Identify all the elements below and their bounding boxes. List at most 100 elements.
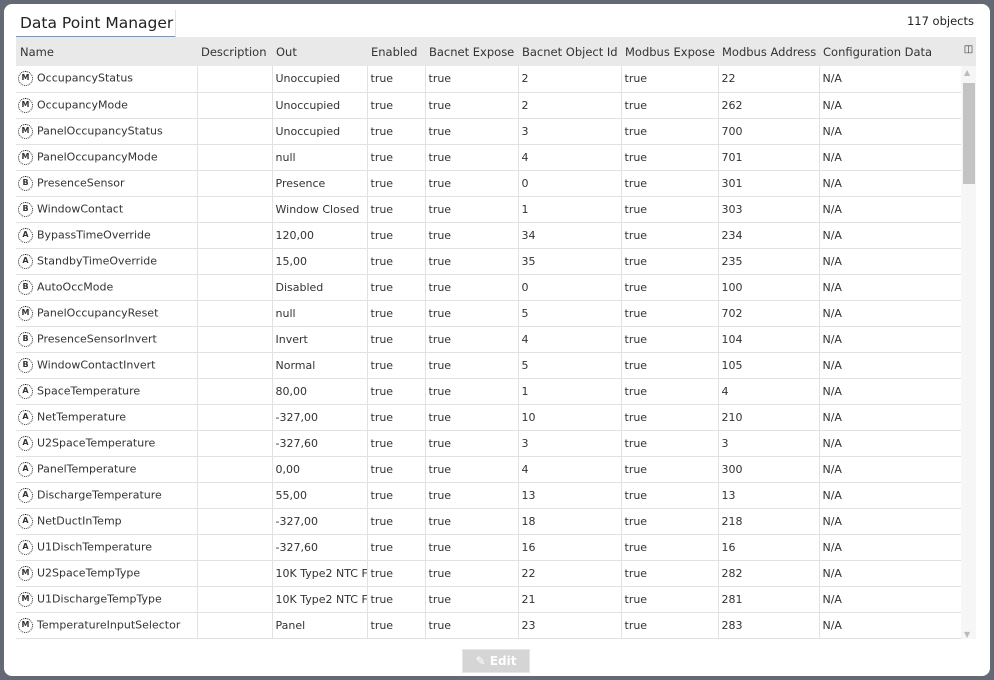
cell-name: B AutoOccMode (16, 274, 198, 301)
table-row[interactable]: A U2SpaceTemperature -327,60 true true 3 true 3… (16, 430, 961, 457)
table-row[interactable]: M TemperatureInputSelector Panel true true 23… (16, 612, 961, 639)
cell-name: A SpaceTemperature (16, 378, 198, 405)
cell-bacnet-expose: true (425, 222, 519, 249)
cell-enabled: true (367, 222, 426, 249)
table-row[interactable]: A StandbyTimeOverride 15,00 true true 35 true 2… (16, 248, 961, 275)
table-row[interactable]: B PresenceSensorInvert Invert true true 4 true… (16, 326, 961, 353)
scroll-down-icon[interactable]: ▼ (964, 630, 971, 639)
vertical-scrollbar[interactable]: ▲ ▼ (961, 66, 976, 639)
cell-bacnet-object-id: 3 (518, 118, 622, 145)
cell-modbus-address: 283 (718, 612, 820, 639)
cell-out: 10K Type2 NTC F (272, 586, 368, 613)
table-row[interactable]: A DischargeTemperature 55,00 true true 13 true… (16, 482, 961, 509)
cell-bacnet-object-id: 5 (518, 352, 622, 379)
cell-modbus-expose: true (621, 378, 719, 405)
cell-modbus-expose: true (621, 430, 719, 457)
cell-description (197, 170, 273, 197)
scrollbar-thumb[interactable] (963, 83, 975, 184)
table-row[interactable]: M OccupancyStatus Unoccupied true true 2 true 2… (16, 66, 961, 93)
cell-description (197, 612, 273, 639)
cell-bacnet-expose: true (425, 92, 519, 119)
table-row[interactable]: M PanelOccupancyStatus Unoccupied true true 3… (16, 118, 961, 145)
table-row[interactable]: M OccupancyMode Unoccupied true true 2 true 262… (16, 92, 961, 119)
point-type-icon: B (18, 331, 33, 347)
table-row[interactable]: A NetTemperature -327,00 true true 10 true 210 N… (16, 404, 961, 431)
cell-modbus-expose: true (621, 560, 719, 587)
point-type-icon: A (18, 461, 33, 477)
table-row[interactable]: B WindowContactInvert Normal true true 5 true 1… (16, 352, 961, 379)
cell-out: null (272, 300, 368, 327)
cell-bacnet-object-id: 35 (518, 248, 622, 275)
point-name: U1DischTemperature (37, 540, 153, 553)
column-header[interactable]: Out (272, 38, 367, 66)
cell-modbus-address: 13 (718, 482, 820, 509)
table-row[interactable]: B WindowContact Window Closed true true 1 true… (16, 196, 961, 223)
cell-enabled: true (367, 430, 426, 457)
cell-name: M U1DischargeTempType (16, 586, 198, 613)
point-type-icon: M (18, 71, 33, 87)
cell-bacnet-expose: true (425, 144, 519, 171)
cell-name: M OccupancyStatus (16, 66, 198, 93)
cell-bacnet-expose: true (425, 508, 519, 535)
cell-description (197, 352, 273, 379)
column-header[interactable]: Modbus Address (718, 38, 819, 66)
cell-name: M OccupancyMode (16, 92, 198, 119)
column-header[interactable]: Bacnet Object Id (518, 38, 621, 66)
cell-modbus-expose: true (621, 534, 719, 561)
column-header[interactable]: Name (16, 38, 197, 66)
edit-button[interactable]: ✎ Edit (462, 649, 530, 673)
edit-label: Edit (489, 654, 517, 668)
cell-enabled: true (367, 326, 426, 353)
cell-modbus-expose: true (621, 222, 719, 249)
cell-bacnet-expose: true (425, 66, 519, 93)
cell-configuration-data: N/A (819, 274, 961, 301)
table-row[interactable]: A U1DischTemperature -327,60 true true 16 true… (16, 534, 961, 561)
table-row[interactable]: M PanelOccupancyReset null true true 5 true 702… (16, 300, 961, 327)
point-type-icon: A (18, 383, 33, 399)
point-name: U2SpaceTempType (37, 566, 141, 579)
cell-name: B WindowContact (16, 196, 198, 223)
table-row[interactable]: B PresenceSensor Presence true true 0 true 301 N… (16, 170, 961, 197)
cell-bacnet-object-id: 1 (518, 196, 622, 223)
cell-modbus-address: 22 (718, 66, 820, 93)
cell-out: 55,00 (272, 482, 368, 509)
point-type-icon: A (18, 487, 33, 503)
column-header[interactable]: Configuration Data (819, 38, 961, 66)
table-row[interactable]: A BypassTimeOverride 120,00 true true 34 true 2… (16, 222, 961, 249)
cell-out: Unoccupied (272, 118, 368, 145)
table-row[interactable]: B AutoOccMode Disabled true true 0 true 100 N/A (16, 274, 961, 301)
cell-modbus-address: 104 (718, 326, 820, 353)
cell-configuration-data: N/A (819, 66, 961, 93)
table-row[interactable]: M PanelOccupancyMode null true true 4 true 701 N… (16, 144, 961, 171)
cell-enabled: true (367, 144, 426, 171)
scroll-up-icon[interactable]: ▲ (964, 68, 971, 77)
table-row[interactable]: A NetDuctInTemp -327,00 true true 18 true 218 N/… (16, 508, 961, 535)
column-header[interactable]: Description (197, 38, 272, 66)
point-name: NetTemperature (37, 410, 126, 423)
column-header[interactable]: Enabled (367, 38, 425, 66)
point-type-icon: M (18, 617, 33, 633)
cell-bacnet-expose: true (425, 300, 519, 327)
cell-configuration-data: N/A (819, 352, 961, 379)
point-type-icon: B (18, 357, 33, 373)
point-type-icon: M (18, 149, 33, 165)
tab-data-point-manager[interactable]: Data Point Manager (16, 10, 176, 38)
column-chooser-icon[interactable]: ◫ (961, 38, 976, 66)
cell-name: A BypassTimeOverride (16, 222, 198, 249)
cell-enabled: true (367, 378, 426, 405)
point-name: PanelOccupancyStatus (37, 124, 163, 137)
point-name: PanelOccupancyReset (37, 306, 159, 319)
point-name: WindowContact (37, 202, 124, 215)
point-type-icon: A (18, 513, 33, 529)
column-header[interactable]: Modbus Expose (621, 38, 718, 66)
table-row[interactable]: A PanelTemperature 0,00 true true 4 true 300 N/A (16, 456, 961, 483)
column-header[interactable]: Bacnet Expose (425, 38, 518, 66)
table-row[interactable]: A SpaceTemperature 80,00 true true 1 true 4 N/A (16, 378, 961, 405)
cell-description (197, 222, 273, 249)
point-type-icon: M (18, 591, 33, 607)
cell-modbus-address: 4 (718, 378, 820, 405)
cell-name: B WindowContactInvert (16, 352, 198, 379)
point-name: PresenceSensorInvert (37, 332, 157, 345)
